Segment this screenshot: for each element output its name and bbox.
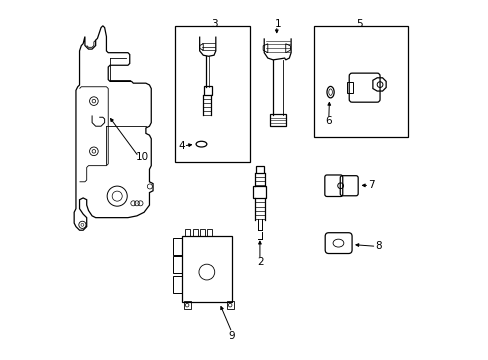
Text: 10: 10 [136, 152, 148, 162]
Bar [226, 301, 233, 309]
Text: 6: 6 [325, 116, 331, 126]
Bar [174, 26, 249, 162]
Bar [204, 86, 211, 95]
Text: 7: 7 [368, 180, 374, 190]
Bar [270, 114, 285, 126]
Bar [206, 229, 211, 235]
Text: 8: 8 [375, 241, 382, 251]
Bar [346, 82, 352, 93]
Bar [172, 256, 182, 273]
Text: 9: 9 [228, 331, 235, 341]
Bar [192, 229, 197, 235]
Text: 3: 3 [210, 19, 217, 29]
Bar [172, 276, 182, 293]
Text: 1: 1 [275, 19, 281, 29]
Bar [182, 235, 231, 302]
Bar [185, 229, 190, 235]
Bar [253, 186, 266, 198]
Bar [172, 238, 182, 255]
Bar [255, 166, 264, 173]
Bar [183, 301, 190, 309]
Text: 2: 2 [257, 257, 264, 267]
Bar [199, 229, 204, 235]
Text: 5: 5 [355, 19, 362, 29]
Bar [314, 26, 407, 137]
Text: 4: 4 [178, 141, 184, 151]
